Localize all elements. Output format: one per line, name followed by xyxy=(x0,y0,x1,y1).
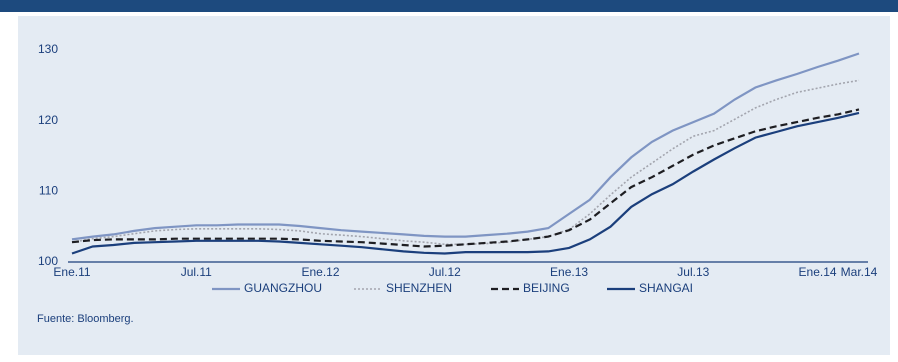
x-tick-label: Jul.13 xyxy=(677,265,709,279)
x-tick-label: Ene.14 xyxy=(799,265,837,279)
x-tick-label: Mar.14 xyxy=(841,265,878,279)
legend-label: SHENZHEN xyxy=(386,281,452,295)
y-tick-label: 130 xyxy=(38,42,58,56)
series-line xyxy=(71,79,860,246)
legend-label: GUANGZHOU xyxy=(244,281,322,295)
series-line xyxy=(71,108,860,248)
x-tick-label: Jul.11 xyxy=(181,265,212,279)
y-tick-label: 100 xyxy=(38,254,58,268)
series-line xyxy=(71,111,860,255)
source: Fuente: Bloomberg. xyxy=(37,313,134,325)
header-band xyxy=(0,0,898,12)
legend-label: SHANGAI xyxy=(639,281,693,295)
x-tick-label: Jul.12 xyxy=(429,265,461,279)
x-tick-label: Ene.13 xyxy=(550,265,588,279)
panel xyxy=(18,16,890,355)
x-tick-label: Ene.11 xyxy=(53,265,90,279)
legend-label: BEIJING xyxy=(523,281,570,295)
y-tick-label: 110 xyxy=(39,184,58,198)
x-tick-label: Ene.12 xyxy=(302,265,340,279)
y-tick-label: 120 xyxy=(38,113,58,127)
series-line xyxy=(71,52,860,241)
